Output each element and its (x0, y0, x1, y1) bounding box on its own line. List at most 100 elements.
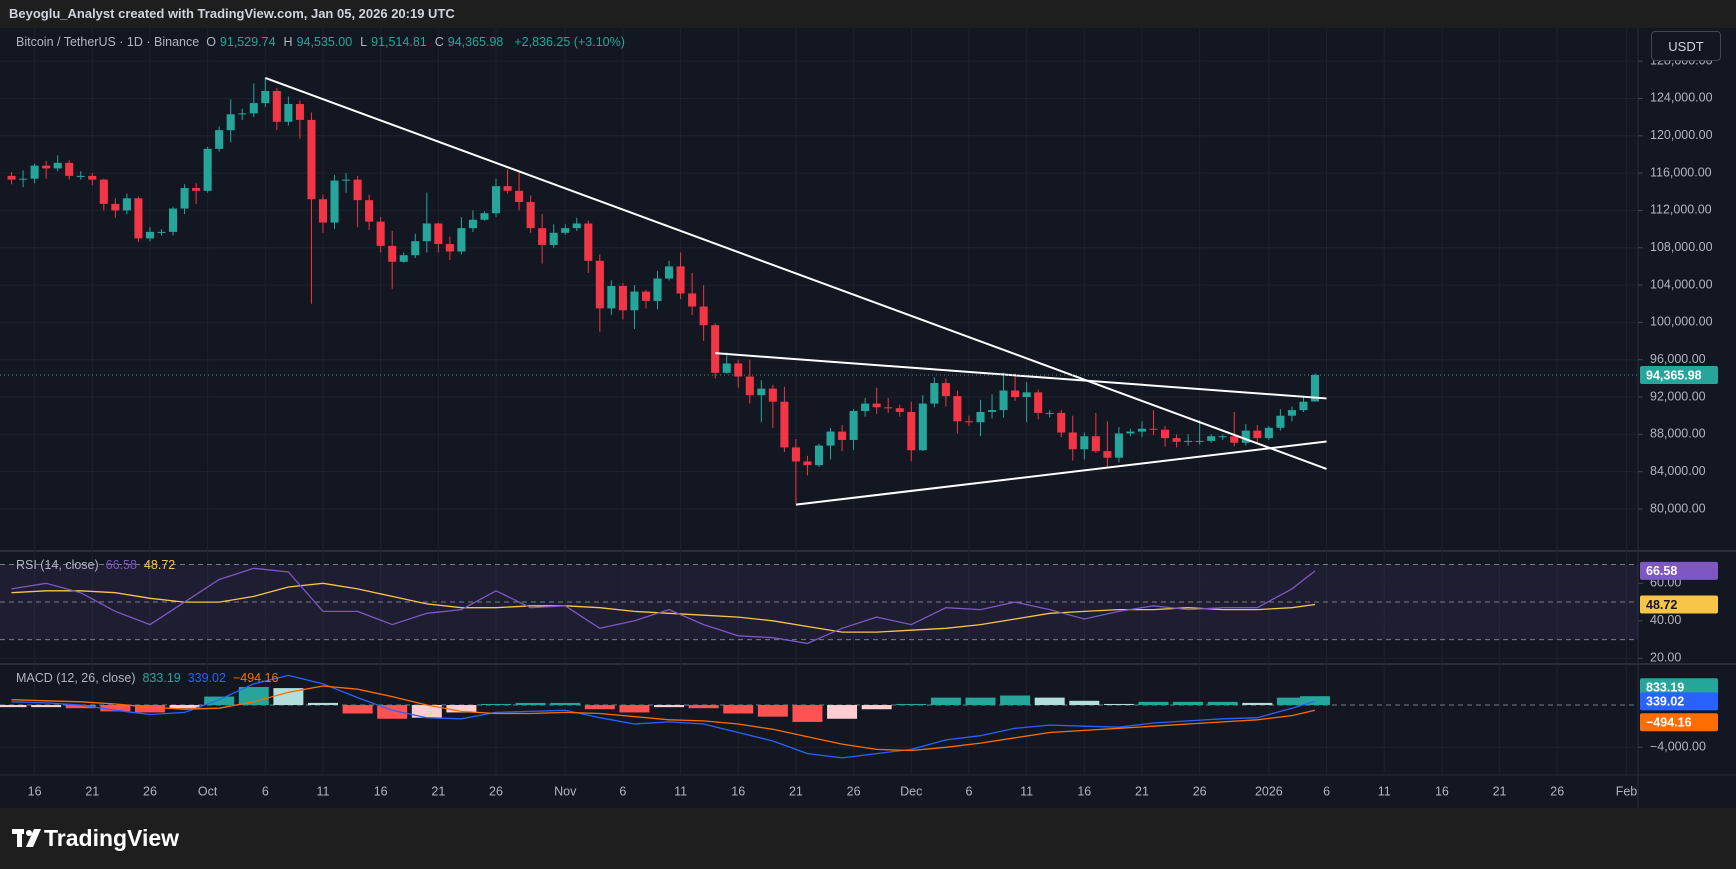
candle-body (30, 165, 39, 179)
ohlc-value: 94,535.00 (296, 35, 353, 49)
macd-histogram-bar (896, 703, 927, 706)
value-tag (1640, 713, 1718, 732)
ohlc: O 91,529.74 H 94,535.00 L 91,514.81 C 94,365.98 (206, 35, 507, 49)
macd-histogram-bar (446, 705, 477, 713)
logo: TradingView (44, 825, 180, 851)
value-tag-label: −494.16 (1646, 716, 1692, 730)
macd-histogram-bar (134, 705, 165, 713)
candle-body (203, 148, 212, 191)
candle-body (7, 175, 16, 180)
value-tag-label: 833.19 (1646, 681, 1684, 695)
macd-histogram-bar (1034, 697, 1065, 706)
value-tag-label: 94,365.98 (1646, 368, 1702, 382)
candle-body (895, 408, 904, 412)
candle-body (445, 244, 454, 252)
value-tag (1640, 678, 1718, 697)
candle-body (653, 278, 662, 301)
x-tick-label: 26 (847, 784, 861, 798)
macd-histogram-bar (757, 705, 788, 717)
x-tick-label: Feb (1616, 784, 1638, 798)
rsi-legend: RSI (14, close) 66.58 48.72 (16, 558, 175, 572)
macd-histogram-bar (169, 705, 200, 709)
candle-body (76, 175, 85, 177)
candle-body (53, 162, 62, 169)
x-tick-label: 21 (1493, 784, 1507, 798)
x-tick-label: 6 (965, 784, 972, 798)
x-tick-label: 16 (1077, 784, 1091, 798)
x-tick-label: 6 (262, 784, 269, 798)
x-tick-label: 11 (316, 784, 329, 798)
candle-body (665, 266, 674, 279)
plot-background (0, 28, 1638, 775)
candle-body (572, 223, 581, 229)
candle-body (734, 363, 743, 377)
candle-body (722, 363, 731, 373)
candle-body (595, 260, 604, 309)
candle-body (318, 199, 328, 223)
x-tick-label: 21 (789, 784, 803, 798)
macd-title: MACD (12, 26, close) (16, 671, 136, 685)
candle-body (872, 403, 881, 408)
currency-button[interactable]: USDT (1651, 31, 1721, 61)
hist-value: 833.19 (142, 671, 181, 685)
macd-histogram-bar (584, 705, 615, 710)
candle-body (480, 213, 489, 220)
macd-histogram-bar (1000, 695, 1031, 706)
candle-body (1264, 427, 1273, 439)
candle-body (999, 390, 1008, 411)
ohlc-value: 94,365.98 (447, 35, 504, 49)
candle-body (803, 461, 812, 466)
macd-histogram-bar (307, 702, 338, 706)
candle-body (757, 388, 766, 396)
candle-body (688, 293, 697, 307)
candle-body (180, 188, 189, 209)
x-tick-label: 6 (1323, 784, 1330, 798)
macd-histogram-bar (1103, 703, 1134, 706)
macd-histogram-bar (1207, 701, 1238, 706)
candle-body (918, 403, 927, 451)
x-tick-label: 26 (1550, 784, 1564, 798)
x-tick-label: Oct (198, 784, 218, 798)
candle-body (503, 186, 512, 191)
x-tick-label: 11 (1378, 784, 1391, 798)
candle-body (272, 90, 281, 122)
x-tick-label: 16 (374, 784, 388, 798)
macd-histogram-bar (204, 696, 235, 706)
macd-histogram-bar (1276, 697, 1307, 706)
candle-body (699, 306, 708, 326)
candle-body (1068, 432, 1077, 450)
macd-histogram-bar (0, 705, 27, 708)
candle-body (192, 188, 201, 191)
candle-body (42, 165, 51, 169)
marks (0, 77, 1331, 759)
candle-body (1103, 451, 1112, 458)
candle-body (987, 410, 997, 412)
candle-body (1207, 436, 1216, 441)
candle-body (1184, 440, 1193, 442)
candle-body (849, 411, 858, 440)
x-tick-label: Dec (900, 784, 922, 798)
candle-body (676, 266, 685, 294)
candle-body (561, 228, 570, 233)
x-tick-label: 16 (731, 784, 745, 798)
value-tag-label: 339.02 (1646, 695, 1684, 709)
y-tick-label: 124,000.00 (1650, 91, 1713, 105)
x-tick-label: Nov (554, 784, 577, 798)
candle-body (1161, 429, 1170, 439)
candle-body (422, 223, 431, 242)
macd-histogram-bar (273, 688, 304, 706)
macd-line (11, 685, 1316, 752)
candle-body (168, 208, 178, 232)
candle-body (226, 114, 235, 131)
candle-body (122, 198, 131, 211)
rsi-ma-value: 48.72 (143, 558, 176, 572)
candle-body (295, 104, 304, 120)
signal-value: −494.16 (232, 671, 279, 685)
candle-body (884, 407, 893, 409)
candle-body (515, 190, 524, 203)
y-tick-label: 40.00 (1650, 613, 1681, 627)
candle-body (861, 403, 870, 412)
value-tag-label: 66.58 (1646, 564, 1677, 578)
candle-body (814, 445, 824, 466)
